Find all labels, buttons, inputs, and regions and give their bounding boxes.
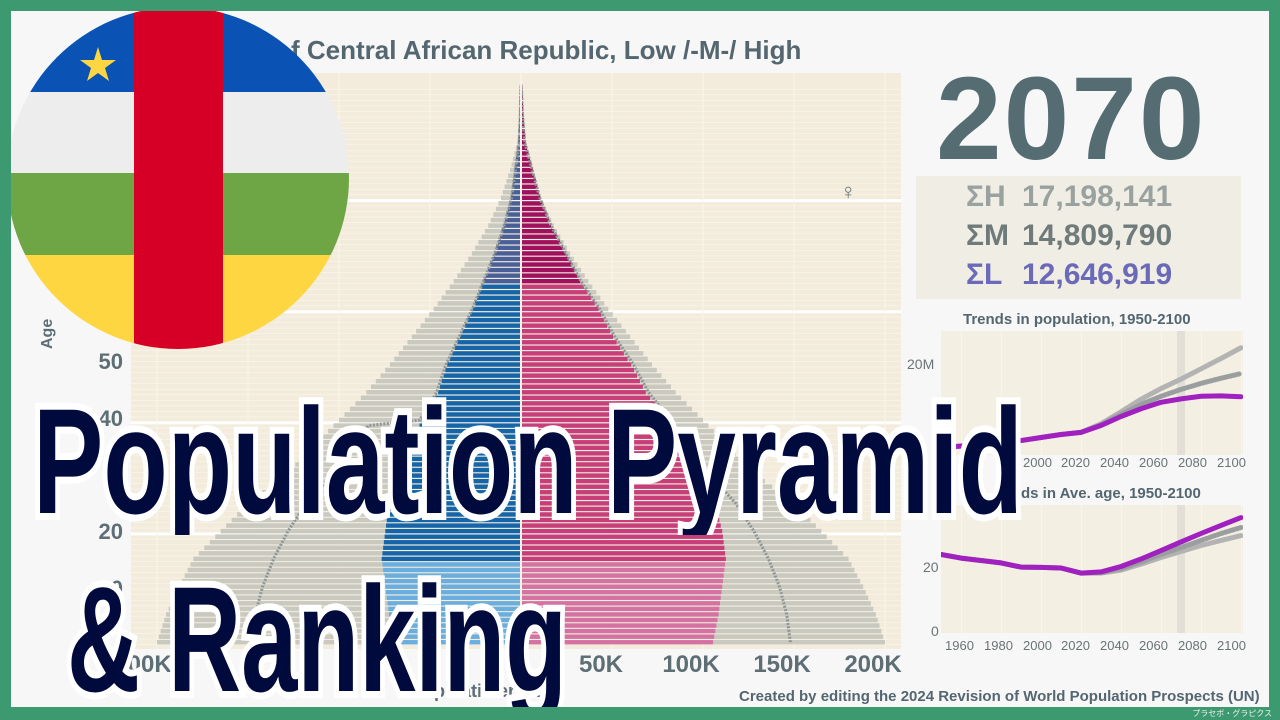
total-high: ΣH 17,198,141 xyxy=(966,180,1172,214)
x-tick-50k: 50K xyxy=(578,651,624,678)
x-tick-200k-left: 200K xyxy=(114,651,172,678)
trend-age-xtick-2080: 2080 xyxy=(1178,638,1207,653)
svg-text:Population Pyramid: Population Pyramid xyxy=(33,395,1023,535)
trend-age-ytick-0: 0 xyxy=(931,623,939,639)
total-medium: ΣM 14,809,790 xyxy=(966,219,1172,253)
pyramid-chart xyxy=(131,73,901,649)
trend-population-chart xyxy=(941,331,1243,455)
trend-pop-xtick-2100: 2100 xyxy=(1217,455,1246,470)
overlay-title-line1: Population Pyramid xyxy=(26,370,1037,552)
chart-title: f Central African Republic, Low /-M-/ Hi… xyxy=(291,35,802,65)
trend-pop-xtick-2040: 2040 xyxy=(1100,455,1129,470)
central-african-republic-flag xyxy=(11,11,349,349)
trend-age-xtick-2060: 2060 xyxy=(1139,638,1168,653)
y-tick-20: 20 xyxy=(98,519,123,544)
trend-pop-xtick-2080: 2080 xyxy=(1178,455,1207,470)
y-tick-40: 40 xyxy=(98,406,123,431)
total-low-label: ΣL xyxy=(966,258,1003,291)
x-tick-200k: 200K xyxy=(844,651,902,678)
trend-age-xtick-1980: 1980 xyxy=(984,638,1013,653)
x-axis-label: Populatio ersons) xyxy=(411,681,564,701)
total-low: ΣL 12,646,919 xyxy=(966,258,1172,292)
watermark: プラセボ・グラピクス xyxy=(1192,709,1272,718)
trend-pop-xtick-2020: 2020 xyxy=(1061,455,1090,470)
year-display: 2070 xyxy=(936,53,1207,185)
trend-population-title: Trends in population, 1950-2100 xyxy=(963,311,1191,328)
overlay-title-line2: & Ranking xyxy=(60,548,581,707)
total-high-value: 17,198,141 xyxy=(1022,180,1173,213)
total-medium-label: ΣM xyxy=(966,219,1009,252)
x-tick-100k: 100K xyxy=(662,651,720,678)
svg-text:& Ranking: & Ranking xyxy=(67,563,567,707)
total-low-value: 12,646,919 xyxy=(1022,258,1173,291)
star-icon xyxy=(80,47,116,81)
trend-pop-ytick-20m: 20M xyxy=(907,356,935,372)
trend-age-title: ds in Ave. age, 1950-2100 xyxy=(1021,485,1201,502)
total-high-label: ΣH xyxy=(966,180,1006,213)
trend-pop-xtick-2000: 2000 xyxy=(1023,455,1052,470)
overlay-line1-svg: Population Pyramid xyxy=(26,370,1030,552)
y-tick-10: 10 xyxy=(98,576,123,601)
trend-pop-xtick-2060: 2060 xyxy=(1139,455,1168,470)
source-credit: Created by editing the 2024 Revision of … xyxy=(739,688,1260,705)
y-axis-label: Age xyxy=(39,318,56,349)
total-medium-value: 14,809,790 xyxy=(1022,219,1173,252)
totals-panel: ΣH 17,198,141 ΣM 14,809,790 ΣL 12,646,919 xyxy=(916,176,1241,299)
trend-age-chart xyxy=(941,505,1243,633)
trend-age-ytick-20: 20 xyxy=(923,559,939,575)
y-tick-50: 50 xyxy=(98,349,123,374)
trend-age-xtick-2020: 2020 xyxy=(1061,638,1090,653)
trend-age-xtick-1960: 1960 xyxy=(945,638,974,653)
trend-age-xtick-2040: 2040 xyxy=(1100,638,1129,653)
x-tick-150k: 150K xyxy=(753,651,811,678)
trend-age-xtick-2000: 2000 xyxy=(1023,638,1052,653)
main-frame: f Central African Republic, Low /-M-/ Hi… xyxy=(11,11,1269,707)
flag-icon xyxy=(11,11,349,349)
female-icon: ♀ xyxy=(840,179,857,204)
pyramid-plot xyxy=(131,73,901,649)
trend-age-xtick-2100: 2100 xyxy=(1217,638,1246,653)
overlay-line2-svg: & Ranking xyxy=(60,548,574,707)
